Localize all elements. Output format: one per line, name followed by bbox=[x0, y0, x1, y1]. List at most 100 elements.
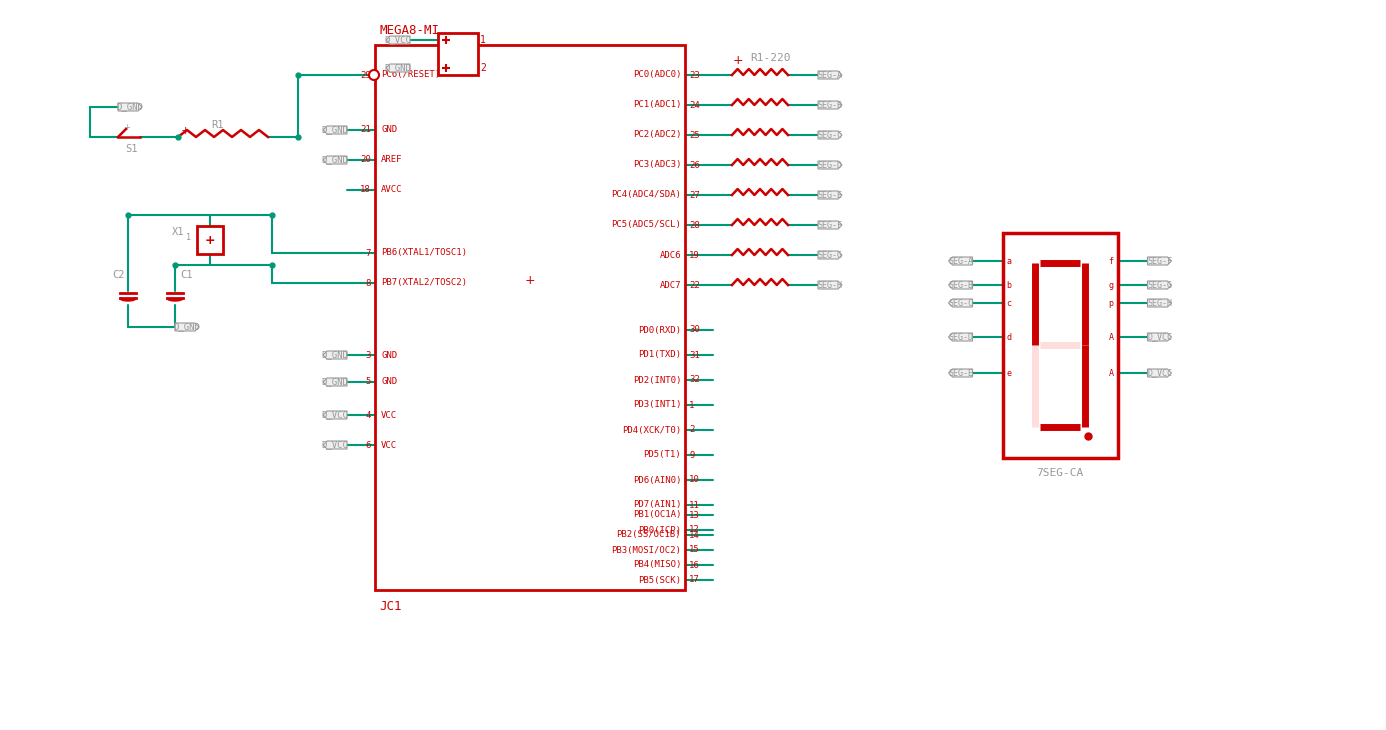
Bar bbox=[1002, 232, 1117, 458]
Text: 24: 24 bbox=[689, 101, 700, 110]
Text: SEG-F: SEG-F bbox=[1148, 256, 1173, 266]
Polygon shape bbox=[323, 126, 346, 134]
Text: SEG-C: SEG-C bbox=[948, 299, 973, 307]
Text: 19: 19 bbox=[689, 250, 700, 259]
Polygon shape bbox=[948, 369, 973, 377]
Text: AREF: AREF bbox=[381, 155, 402, 164]
Text: 26: 26 bbox=[689, 161, 700, 169]
Text: PC5(ADC5/SCL): PC5(ADC5/SCL) bbox=[611, 220, 681, 229]
Text: GND: GND bbox=[381, 377, 398, 386]
Polygon shape bbox=[175, 323, 200, 331]
Text: C2: C2 bbox=[112, 270, 125, 280]
Text: D_GND: D_GND bbox=[322, 350, 348, 359]
Text: 7SEG-CA: 7SEG-CA bbox=[1037, 469, 1084, 478]
Text: S1: S1 bbox=[126, 144, 139, 154]
Text: +: + bbox=[180, 126, 190, 136]
Text: D_GND: D_GND bbox=[384, 64, 412, 72]
Text: PD5(T1): PD5(T1) bbox=[643, 450, 681, 459]
Text: PC1(ADC1): PC1(ADC1) bbox=[632, 101, 681, 110]
Text: +: + bbox=[205, 234, 215, 247]
Text: D_VCC: D_VCC bbox=[1148, 369, 1173, 377]
Polygon shape bbox=[818, 101, 843, 109]
Polygon shape bbox=[1148, 257, 1171, 265]
Text: PB1(OC1A): PB1(OC1A) bbox=[632, 510, 681, 520]
Text: D_VCC: D_VCC bbox=[1148, 332, 1173, 342]
Polygon shape bbox=[818, 281, 843, 289]
Text: PD4(XCK/T0): PD4(XCK/T0) bbox=[622, 426, 681, 434]
Text: SEG-H: SEG-H bbox=[818, 280, 843, 290]
Polygon shape bbox=[818, 221, 843, 229]
Polygon shape bbox=[1148, 299, 1171, 307]
Text: 22: 22 bbox=[689, 280, 700, 290]
Text: D_VCC: D_VCC bbox=[322, 440, 348, 450]
Text: R1-220: R1-220 bbox=[750, 53, 790, 63]
Text: GND: GND bbox=[381, 350, 398, 359]
Polygon shape bbox=[385, 64, 410, 72]
Text: PC3(ADC3): PC3(ADC3) bbox=[632, 161, 681, 169]
Text: D_GND: D_GND bbox=[322, 126, 348, 134]
Text: 12: 12 bbox=[689, 526, 700, 534]
Bar bbox=[376, 45, 685, 590]
Text: SEG-A: SEG-A bbox=[818, 71, 843, 80]
Bar bbox=[197, 226, 223, 254]
Text: 25: 25 bbox=[689, 131, 700, 139]
Text: 3: 3 bbox=[366, 350, 371, 359]
Polygon shape bbox=[323, 441, 346, 449]
Text: +: + bbox=[123, 123, 130, 133]
Text: 14: 14 bbox=[689, 531, 700, 539]
Text: 23: 23 bbox=[689, 71, 700, 80]
Text: 1: 1 bbox=[689, 401, 694, 410]
Text: 15: 15 bbox=[689, 545, 700, 555]
Text: 8: 8 bbox=[366, 279, 371, 288]
Text: D_GND: D_GND bbox=[173, 323, 201, 331]
Text: SEG-C: SEG-C bbox=[818, 131, 843, 139]
Text: d: d bbox=[1006, 332, 1012, 342]
Text: e: e bbox=[1006, 369, 1012, 377]
Text: X1: X1 bbox=[172, 227, 184, 237]
Text: 29: 29 bbox=[360, 71, 371, 80]
Text: PD2(INT0): PD2(INT0) bbox=[632, 375, 681, 385]
Text: 13: 13 bbox=[689, 510, 700, 520]
Text: PD7(AIN1): PD7(AIN1) bbox=[632, 501, 681, 510]
Text: 2: 2 bbox=[689, 426, 694, 434]
Text: 7: 7 bbox=[366, 248, 371, 258]
Text: 6: 6 bbox=[366, 440, 371, 450]
Polygon shape bbox=[818, 251, 843, 259]
Text: 2: 2 bbox=[480, 63, 486, 73]
Text: PB2(SS/OC1B): PB2(SS/OC1B) bbox=[617, 531, 681, 539]
Text: VCC: VCC bbox=[381, 410, 398, 420]
Polygon shape bbox=[818, 191, 843, 199]
Text: SEG-A: SEG-A bbox=[948, 256, 973, 266]
Text: ADC7: ADC7 bbox=[660, 280, 681, 290]
Polygon shape bbox=[1148, 333, 1171, 341]
Text: f: f bbox=[1109, 256, 1113, 266]
Text: C1: C1 bbox=[180, 270, 193, 280]
Text: SEG-G: SEG-G bbox=[1148, 280, 1173, 290]
Text: 5: 5 bbox=[366, 377, 371, 386]
Text: 27: 27 bbox=[689, 191, 700, 199]
Text: PB5(SCK): PB5(SCK) bbox=[638, 575, 681, 585]
Text: 11: 11 bbox=[689, 501, 700, 510]
Polygon shape bbox=[323, 411, 346, 419]
Text: PB6(XTAL1/TOSC1): PB6(XTAL1/TOSC1) bbox=[381, 248, 467, 258]
Text: D_VCC: D_VCC bbox=[322, 410, 348, 420]
Text: SEG-H: SEG-H bbox=[1148, 299, 1173, 307]
Text: D_GND: D_GND bbox=[322, 155, 348, 164]
Text: 20: 20 bbox=[360, 155, 371, 164]
Bar bbox=[438, 33, 478, 75]
Text: PC6(/RESET): PC6(/RESET) bbox=[381, 71, 441, 80]
Polygon shape bbox=[948, 281, 973, 289]
Text: SEG-E: SEG-E bbox=[818, 191, 843, 199]
Text: 28: 28 bbox=[689, 220, 700, 229]
Text: 32: 32 bbox=[689, 375, 700, 385]
Text: +: + bbox=[525, 274, 535, 286]
Text: 9: 9 bbox=[689, 450, 694, 459]
Text: b: b bbox=[1006, 280, 1012, 290]
Polygon shape bbox=[818, 131, 843, 139]
Text: c: c bbox=[1006, 299, 1012, 307]
Text: MEGA8-MI: MEGA8-MI bbox=[378, 24, 439, 37]
Polygon shape bbox=[818, 71, 843, 79]
Text: GND: GND bbox=[381, 126, 398, 134]
Text: AVCC: AVCC bbox=[381, 185, 402, 194]
Text: 17: 17 bbox=[689, 575, 700, 585]
